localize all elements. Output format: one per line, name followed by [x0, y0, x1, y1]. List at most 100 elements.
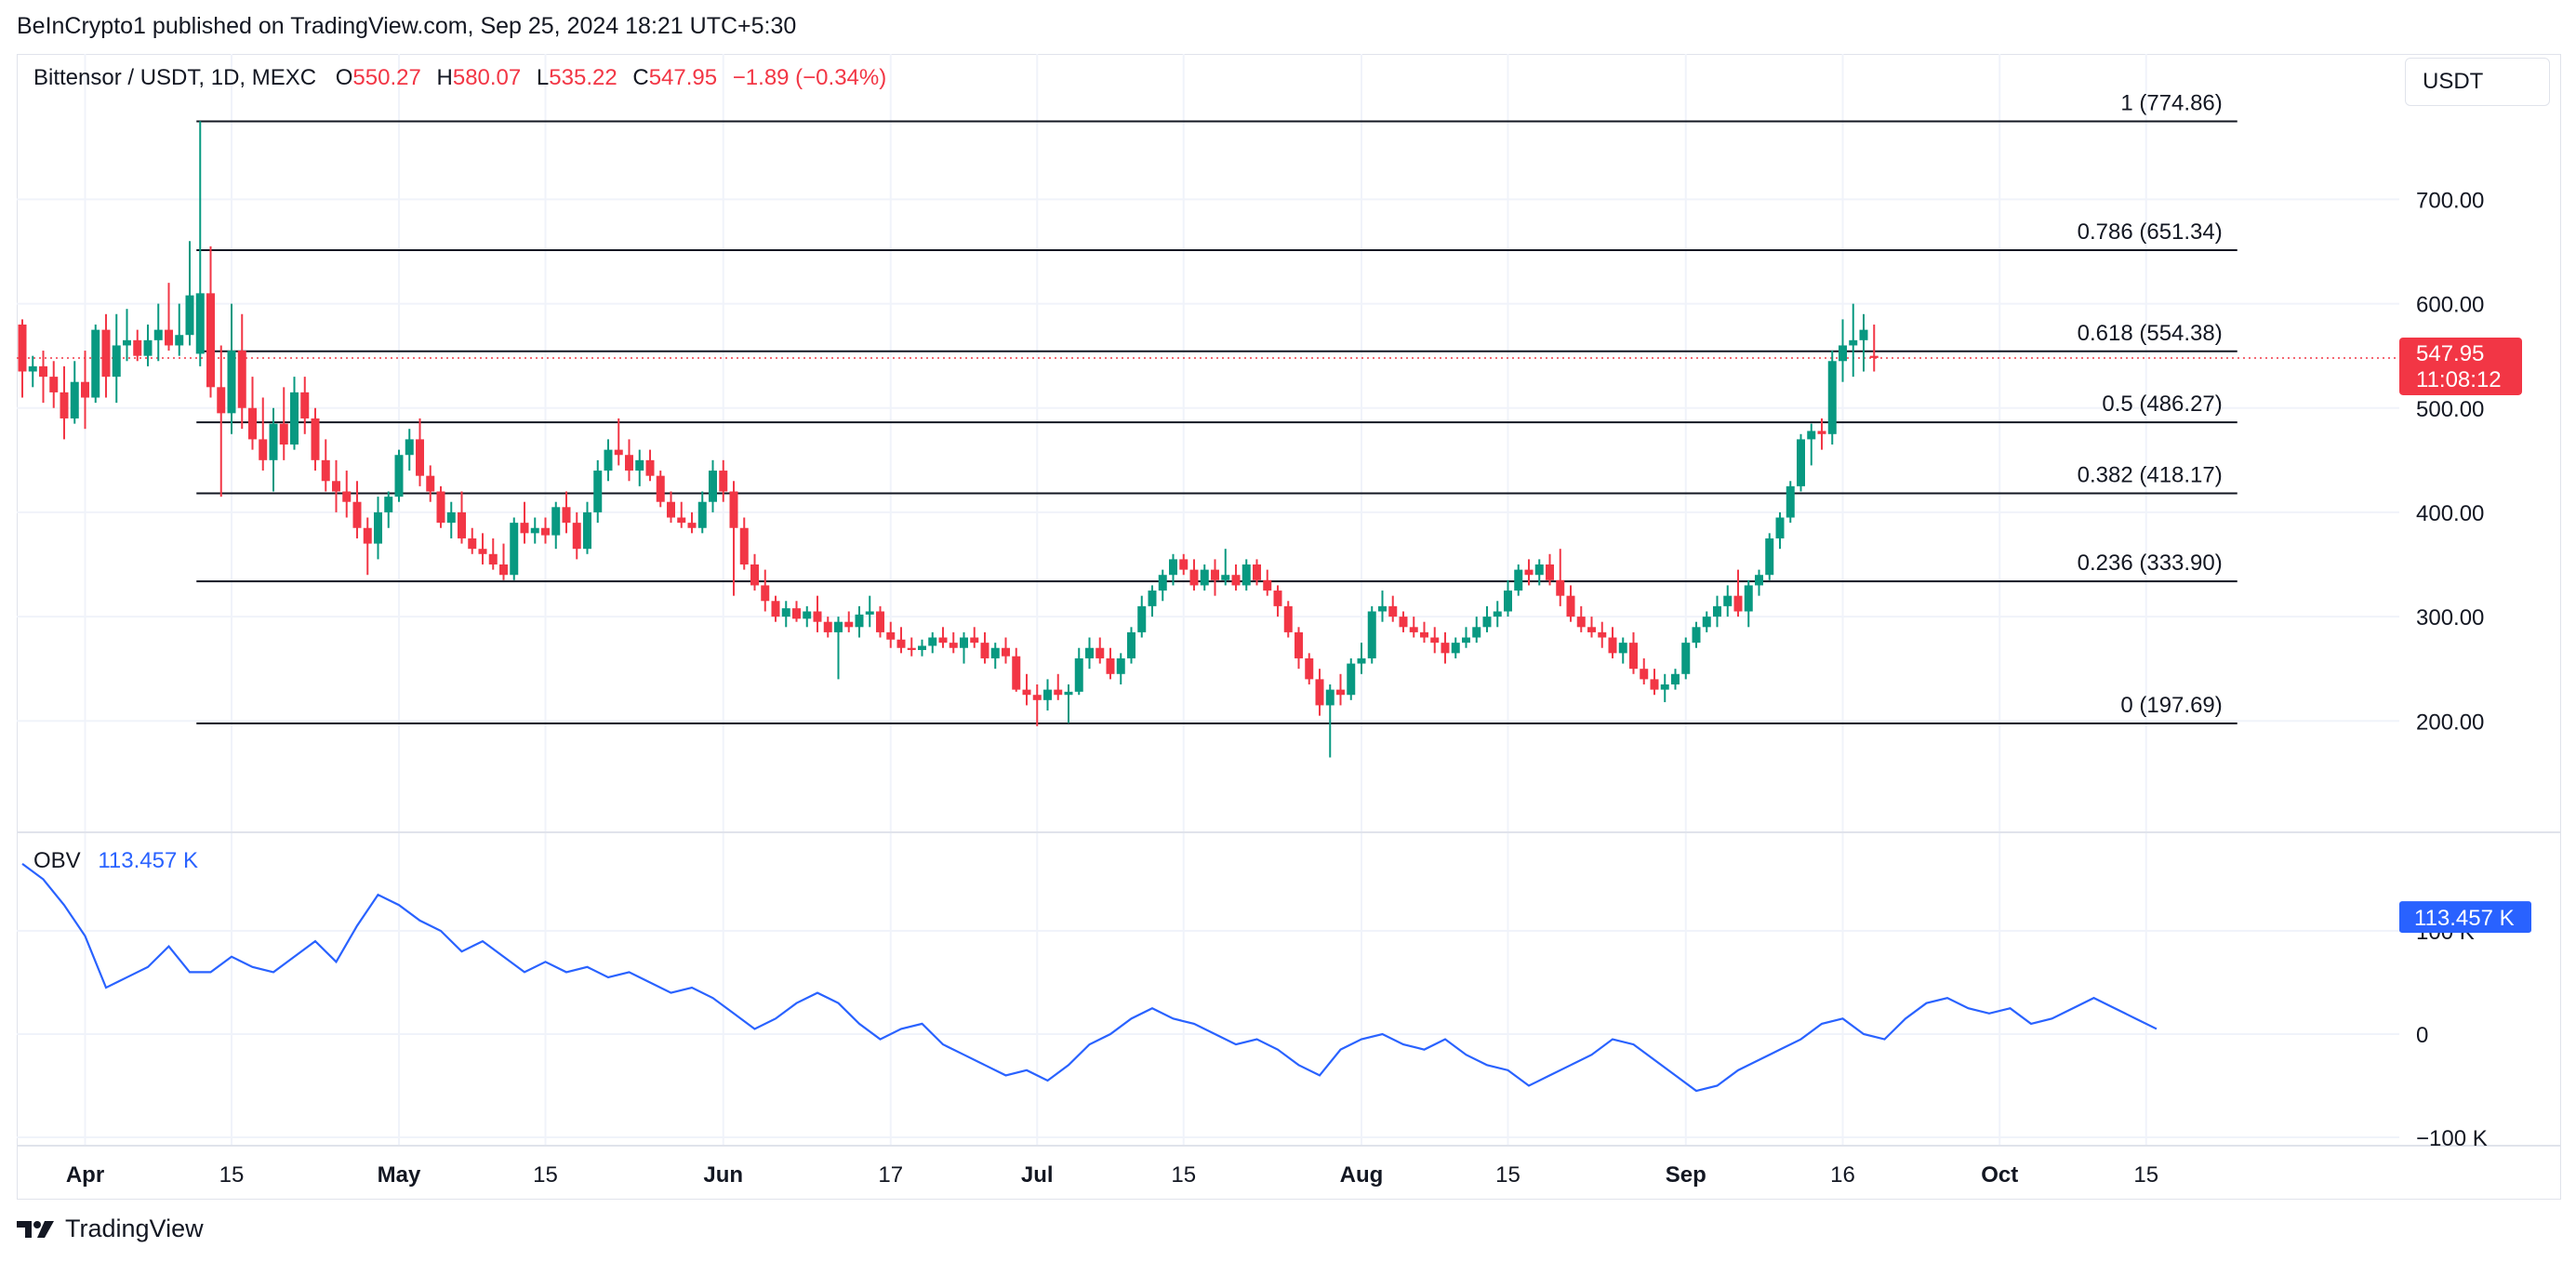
currency-selector[interactable]: USDT — [2405, 58, 2550, 106]
candle-body — [1221, 575, 1230, 580]
candle — [510, 517, 519, 580]
candle-body — [1085, 647, 1094, 658]
candle — [593, 459, 603, 524]
candle-body — [1106, 657, 1115, 674]
candle-body — [81, 381, 89, 398]
candle-body — [1388, 605, 1398, 617]
last-price-tag-bg — [2399, 337, 2522, 395]
candle — [1211, 559, 1219, 596]
obv-value-tag: 113.457 K — [2399, 901, 2531, 934]
candle — [1325, 684, 1334, 758]
candle — [771, 595, 780, 622]
candle — [405, 429, 414, 471]
candle-body — [488, 553, 498, 565]
candle — [290, 377, 299, 450]
candle-body — [562, 507, 571, 524]
candle — [1388, 595, 1398, 622]
candle — [1002, 637, 1010, 664]
candle-body — [771, 601, 780, 617]
candle — [1869, 325, 1879, 372]
candle-body — [938, 637, 948, 644]
candle-body — [195, 293, 205, 354]
candle-body — [1325, 689, 1334, 706]
candle-body — [290, 392, 299, 445]
obv-legend: OBV 113.457 K — [33, 848, 198, 874]
candle-body — [1775, 517, 1785, 538]
candle — [687, 511, 697, 534]
candle — [165, 283, 173, 352]
price-axis-label: 600.00 — [2416, 293, 2484, 318]
candle — [614, 418, 623, 466]
candle-body — [1315, 679, 1324, 706]
candle — [980, 631, 989, 664]
candle — [667, 491, 675, 524]
candle-body — [1629, 643, 1638, 670]
price-axis-label: 700.00 — [2416, 188, 2484, 213]
candle — [1692, 621, 1701, 648]
candle — [1681, 637, 1691, 680]
candle-body — [1064, 691, 1073, 696]
candle — [1472, 617, 1481, 644]
candle-body — [1817, 431, 1826, 434]
candle — [133, 329, 142, 362]
candle-body — [1534, 564, 1544, 576]
candle — [1221, 549, 1230, 586]
candle-body — [541, 527, 550, 536]
candle-body — [1692, 627, 1701, 644]
tradingview-logo[interactable]: TradingView — [17, 1215, 204, 1243]
last-price-value: 547.95 — [2416, 341, 2484, 366]
candle — [1765, 533, 1774, 580]
fib-level-label: 0.786 (651.34) — [2078, 219, 2223, 245]
high-label: H — [436, 65, 453, 90]
candle — [1189, 559, 1199, 591]
tradingview-logo-icon — [17, 1220, 54, 1238]
candle-body — [49, 377, 59, 392]
candle — [1534, 559, 1544, 586]
candle — [227, 303, 236, 434]
candle — [143, 325, 153, 366]
candle-body — [394, 455, 404, 498]
time-axis-label: Sep — [1666, 1162, 1706, 1188]
time-axis-label: Oct — [1981, 1162, 2018, 1188]
candle — [1231, 564, 1241, 591]
candle-body — [918, 645, 926, 650]
candle — [1817, 418, 1826, 450]
candle-body — [761, 585, 770, 602]
candle — [761, 569, 770, 612]
candle — [520, 501, 529, 544]
candle — [1054, 673, 1063, 700]
candle-body — [248, 407, 257, 440]
candle-body — [143, 339, 153, 356]
obv-label[interactable]: OBV — [33, 848, 81, 873]
candle — [1849, 303, 1858, 378]
candle-body — [458, 511, 466, 538]
candle-body — [18, 325, 27, 372]
candle — [426, 465, 435, 502]
candle-body — [1472, 627, 1481, 638]
candle-body — [436, 491, 445, 524]
candle — [1116, 653, 1125, 685]
candle-body — [1357, 657, 1366, 664]
candle — [363, 517, 372, 576]
obv-indicator — [21, 862, 2158, 1093]
obv-tag-value: 113.457 K — [2414, 906, 2515, 931]
symbol-title[interactable]: Bittensor / USDT, 1D, MEXC — [33, 65, 317, 90]
candle — [259, 397, 268, 471]
candle-body — [1733, 595, 1743, 612]
candle-body — [1022, 689, 1031, 696]
candle-body — [1827, 361, 1837, 434]
time-axis-label: 15 — [1171, 1162, 1196, 1188]
open-label: O — [335, 65, 353, 90]
candle — [1305, 653, 1314, 685]
candle — [949, 631, 958, 654]
candle — [697, 491, 707, 534]
candle-body — [876, 611, 884, 632]
candle — [1702, 611, 1711, 632]
candle-body — [1504, 591, 1512, 612]
candle — [1409, 617, 1418, 638]
candle-body — [446, 511, 456, 524]
candle-body — [101, 329, 111, 378]
candle — [153, 303, 163, 362]
candle-body — [363, 527, 372, 544]
